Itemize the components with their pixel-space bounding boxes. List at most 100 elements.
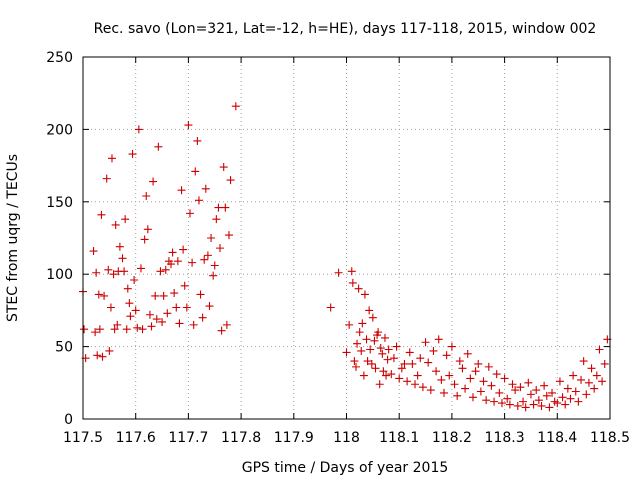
data-point	[154, 142, 163, 151]
data-point	[584, 378, 593, 387]
data-point	[497, 399, 506, 408]
data-point	[569, 371, 578, 380]
data-point	[168, 248, 177, 257]
plot-frame	[82, 56, 611, 420]
data-point	[350, 357, 359, 366]
data-point	[500, 374, 509, 383]
data-point	[121, 215, 130, 224]
y-tick-label: 150	[46, 195, 73, 211]
data-point	[226, 176, 235, 185]
data-point	[424, 358, 433, 367]
data-point	[163, 309, 172, 318]
data-point	[566, 394, 575, 403]
data-point	[529, 400, 538, 409]
data-point	[519, 397, 528, 406]
data-point	[210, 261, 219, 270]
data-point	[389, 354, 398, 363]
data-point	[387, 370, 396, 379]
x-tick-label: 117.5	[63, 430, 103, 446]
data-point	[347, 267, 356, 276]
data-point	[375, 380, 384, 389]
data-point	[345, 320, 354, 329]
data-point	[505, 400, 514, 409]
data-point	[122, 325, 131, 334]
data-point	[378, 349, 387, 358]
data-point	[395, 374, 404, 383]
data-point	[130, 275, 139, 284]
data-point	[207, 234, 216, 242]
data-point	[397, 364, 406, 373]
data-point	[219, 163, 228, 172]
data-point	[492, 370, 501, 379]
chart-title: Rec. savo (Lon=321, Lat=-12, h=HE), days…	[94, 21, 597, 37]
x-tick-label: 118.4	[537, 430, 577, 446]
data-point	[429, 346, 438, 355]
data-point	[561, 400, 570, 409]
data-point	[359, 371, 368, 380]
data-point	[91, 328, 100, 337]
data-point	[450, 380, 459, 389]
data-point	[149, 177, 158, 186]
data-point	[113, 320, 122, 329]
data-point	[355, 328, 364, 337]
data-point	[203, 251, 212, 260]
data-point	[380, 333, 389, 342]
data-point	[367, 359, 376, 368]
data-point	[540, 381, 549, 390]
data-point	[221, 203, 230, 212]
data-point	[418, 383, 427, 392]
data-point	[439, 388, 448, 397]
data-point	[173, 257, 182, 266]
data-point	[582, 390, 591, 399]
data-point	[151, 291, 160, 300]
data-point	[104, 265, 113, 274]
data-point	[461, 384, 470, 393]
x-tick-labels: 117.5 117.6 117.7 117.8 117.9 118 118.1 118.2 11…	[63, 430, 630, 446]
data-point	[511, 386, 520, 395]
data-point	[384, 345, 393, 354]
data-point	[95, 325, 104, 334]
data-point	[111, 220, 120, 229]
data-point	[110, 325, 119, 334]
data-point	[326, 303, 335, 312]
data-point	[200, 255, 209, 264]
y-tick-label: 250	[46, 50, 73, 66]
data-point	[413, 371, 422, 380]
data-point	[416, 354, 425, 363]
data-point	[109, 270, 118, 279]
data-point	[574, 397, 583, 406]
data-point	[463, 349, 472, 358]
data-point	[453, 391, 462, 400]
data-point	[392, 342, 401, 351]
data-point	[482, 396, 491, 405]
data-point	[600, 359, 609, 368]
data-point	[379, 367, 388, 376]
data-point	[138, 325, 147, 334]
data-point	[490, 397, 499, 406]
data-point	[542, 391, 551, 400]
data-point	[205, 302, 214, 311]
data-point	[92, 268, 101, 277]
data-point	[156, 267, 165, 276]
data-point	[118, 254, 127, 263]
data-point	[545, 403, 554, 412]
data-point	[366, 345, 375, 354]
data-point	[177, 186, 186, 195]
data-point	[474, 359, 483, 368]
data-point	[408, 359, 417, 368]
data-point	[182, 303, 191, 312]
data-point	[376, 344, 385, 353]
data-point	[217, 326, 226, 335]
data-point	[363, 357, 372, 366]
data-point	[360, 290, 369, 299]
data-point	[133, 323, 142, 332]
data-point	[184, 121, 193, 130]
x-tick-label: 117.7	[168, 430, 208, 446]
data-point	[358, 319, 367, 328]
data-point	[447, 342, 456, 351]
data-point	[143, 225, 152, 234]
x-tick-label: 117.6	[116, 430, 156, 446]
data-point	[107, 154, 116, 163]
data-point	[455, 357, 464, 366]
data-point	[115, 242, 124, 251]
